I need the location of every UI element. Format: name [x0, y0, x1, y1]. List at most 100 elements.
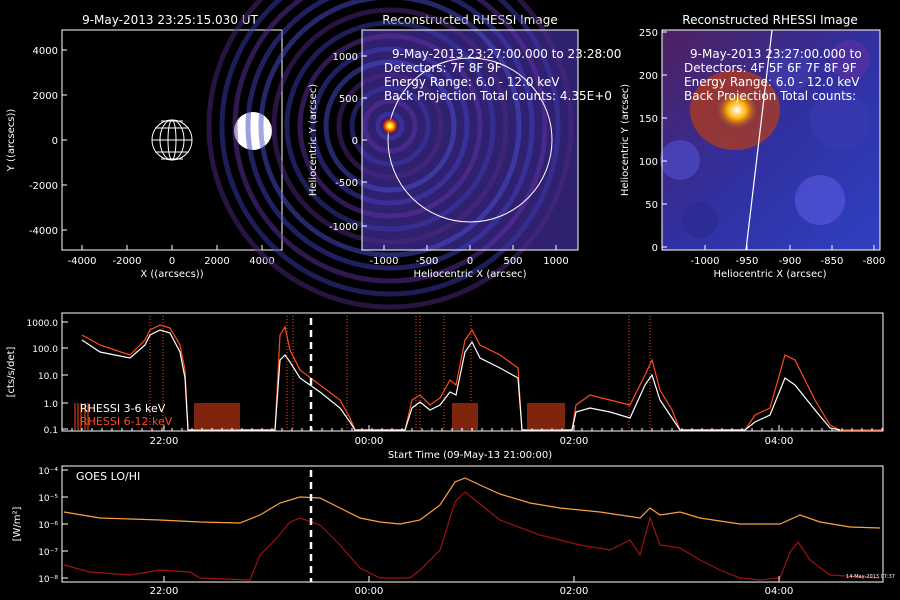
p3-xtick-label: -1000: [690, 256, 719, 267]
p2-ring: [258, 0, 522, 258]
p2-ring: [362, 98, 418, 154]
p1-xtick-label: -2000: [112, 256, 141, 267]
p2-ytick-label: 0: [352, 136, 358, 147]
panel4-ylabel: [cts/s/det]: [6, 347, 17, 398]
p2-ring: [245, 0, 535, 271]
panel3-ticks: -1000 -950 -900 -850 -800 250 200 150 100 50 0: [639, 28, 885, 267]
p1-ytick-label: 2000: [33, 91, 58, 102]
p3-blob: [830, 40, 870, 80]
panel1-title: 9-May-2013 23:25:15.030 UT: [82, 13, 258, 27]
p3-ytick-label: 0: [652, 243, 658, 254]
p3-xtick-label: -900: [779, 256, 802, 267]
p2-ytick-label: -500: [335, 178, 358, 189]
p2-ring: [271, 7, 509, 245]
p1-ytick-label: -4000: [29, 226, 58, 237]
p3-info-line: 9-May-2013 23:27:00.000 to: [690, 47, 862, 61]
p3-info-line: Energy Range: 6.0 - 12.0 keV: [684, 75, 860, 89]
p1-xtick-label: 0: [169, 256, 175, 267]
p4-xtick-label: 02:00: [560, 436, 589, 447]
panel4-attenuator-bars: [74, 403, 565, 430]
p5-ytick-label: 10⁻⁷: [38, 548, 58, 558]
p5-xtick-label: 22:00: [150, 586, 179, 597]
panel3-xlabel: Heliocentric X (arcsec): [713, 269, 826, 280]
panel1-xlabel: X ((arcsecs)): [140, 269, 203, 280]
p2-xtick-label: 1000: [543, 256, 568, 267]
panel1-ylabel: Y ((arcsecs)): [6, 109, 17, 173]
p3-ytick-label: 100: [639, 157, 658, 168]
p2-info-line: Energy Range: 6.0 - 12.0 keV: [384, 75, 560, 89]
p3-info-line: Detectors: 4F 5F 6F 7F 8F 9F: [684, 61, 857, 75]
p2-info-line: 9-May-2013 23:27:00.000 to 23:28:00: [392, 47, 621, 61]
goes-hi-series: [63, 491, 881, 581]
goes-label: GOES LO/HI: [76, 470, 140, 483]
p2-xtick-label: -1000: [369, 256, 398, 267]
rhessi-3-6-series: [81, 329, 841, 431]
p5-ytick-label: 10⁻⁶: [38, 521, 58, 531]
panel-3: Reconstructed RHESSI Image 9-May-2013 23…: [620, 13, 885, 280]
p3-ytick-label: 250: [639, 28, 658, 39]
panel2-limb: [387, 57, 553, 223]
p5-xtick-label: 00:00: [355, 586, 384, 597]
p5-xtick-label: 02:00: [560, 586, 589, 597]
p4-ytick-label: 1000.0: [27, 319, 59, 329]
p4-xtick-label: 04:00: [765, 436, 794, 447]
panel-5: 10⁻⁴ 10⁻⁵ 10⁻⁶ 10⁻⁷ 10⁻⁸ 22:00 00:00 02:00 04:00…: [12, 465, 895, 597]
p2-ring: [375, 111, 405, 141]
panel4-ticks: 1000.0 100.0 10.0 1.0 0.1 22:00 00:00 02:00 04:0…: [27, 319, 883, 447]
p3-xtick-label: -800: [863, 256, 886, 267]
p2-ring: [297, 33, 483, 219]
p3-blob: [660, 140, 700, 180]
globe-icon: [151, 119, 193, 161]
p4-xtick-label: 22:00: [150, 436, 179, 447]
p2-ytick-label: -1000: [329, 222, 358, 233]
rhessi-6-12-series: [81, 324, 883, 431]
panel5-ylabel: [W/m²]: [12, 506, 23, 541]
p1-ytick-label: 4000: [33, 46, 58, 57]
p3-xtick-label: -850: [821, 256, 844, 267]
p4-ytick-label: 100.0: [32, 345, 58, 355]
panel2-xlabel: Heliocentric X (arcsec): [413, 269, 526, 280]
p2-ytick-label: 1000: [333, 52, 358, 63]
p3-xtick-label: -950: [736, 256, 759, 267]
p1-ytick-label: -2000: [29, 181, 58, 192]
panel2-pattern: [206, 0, 574, 310]
panel-4: 1000.0 100.0 10.0 1.0 0.1 22:00 00:00 02:00 04:0…: [6, 312, 884, 461]
panel2-ylabel: Heliocentric Y (arcsec): [308, 84, 319, 196]
p3-info-line: Back Projection Total counts:: [684, 89, 856, 103]
p5-xtick-label: 04:00: [765, 586, 794, 597]
panel3-frame: [661, 29, 881, 251]
p3-blob: [810, 90, 870, 150]
p3-blob: [682, 202, 718, 238]
p2-ytick-label: 500: [339, 94, 358, 105]
p3-blob: [795, 175, 845, 225]
p2-ring: [336, 72, 444, 180]
p2-info-line: Detectors: 7F 8F 9F: [384, 61, 502, 75]
panel3-ylabel: Heliocentric Y (arcsec): [620, 84, 631, 196]
p2-xtick-label: 0: [467, 256, 473, 267]
p5-ytick-label: 10⁻⁸: [38, 575, 58, 585]
p4-xtick-label: 00:00: [355, 436, 384, 447]
p2-ring: [232, 0, 548, 284]
legend-6-12: RHESSI 6-12 keV: [80, 415, 173, 428]
p1-xtick-label: 4000: [249, 256, 274, 267]
panel5-ticks: 10⁻⁴ 10⁻⁵ 10⁻⁶ 10⁻⁷ 10⁻⁸ 22:00 00:00 02:00 04:00: [38, 467, 793, 597]
p1-xtick-label: -4000: [67, 256, 96, 267]
p4-ytick-label: 1.0: [44, 400, 59, 410]
p3-ytick-label: 200: [639, 71, 658, 82]
panel2-ticks: -1000 -500 0 500 1000 1000 500 0 -500 -1000: [329, 52, 569, 267]
p4-ytick-label: 0.1: [44, 426, 58, 436]
p3-ytick-label: 50: [645, 200, 658, 211]
p2-ring: [323, 59, 457, 193]
p3-ytick-label: 150: [639, 114, 658, 125]
panel2-flare: [381, 117, 399, 135]
legend-3-6: RHESSI 3-6 keV: [80, 402, 166, 415]
panel-2: Reconstructed RHESSI Image 9-May-2013 23…: [206, 0, 621, 310]
p3-blob: [768, 48, 812, 92]
p5-ytick-label: 10⁻⁵: [38, 494, 58, 504]
p2-ring: [206, 0, 574, 310]
panel1-ticks: -4000 -4000 -2000 -2000 0 0 2000 2000 4000 4000: [29, 46, 275, 267]
p2-ring: [284, 20, 496, 232]
panel2-info: 9-May-2013 23:27:00.000 to 23:28:00Detec…: [384, 47, 621, 103]
